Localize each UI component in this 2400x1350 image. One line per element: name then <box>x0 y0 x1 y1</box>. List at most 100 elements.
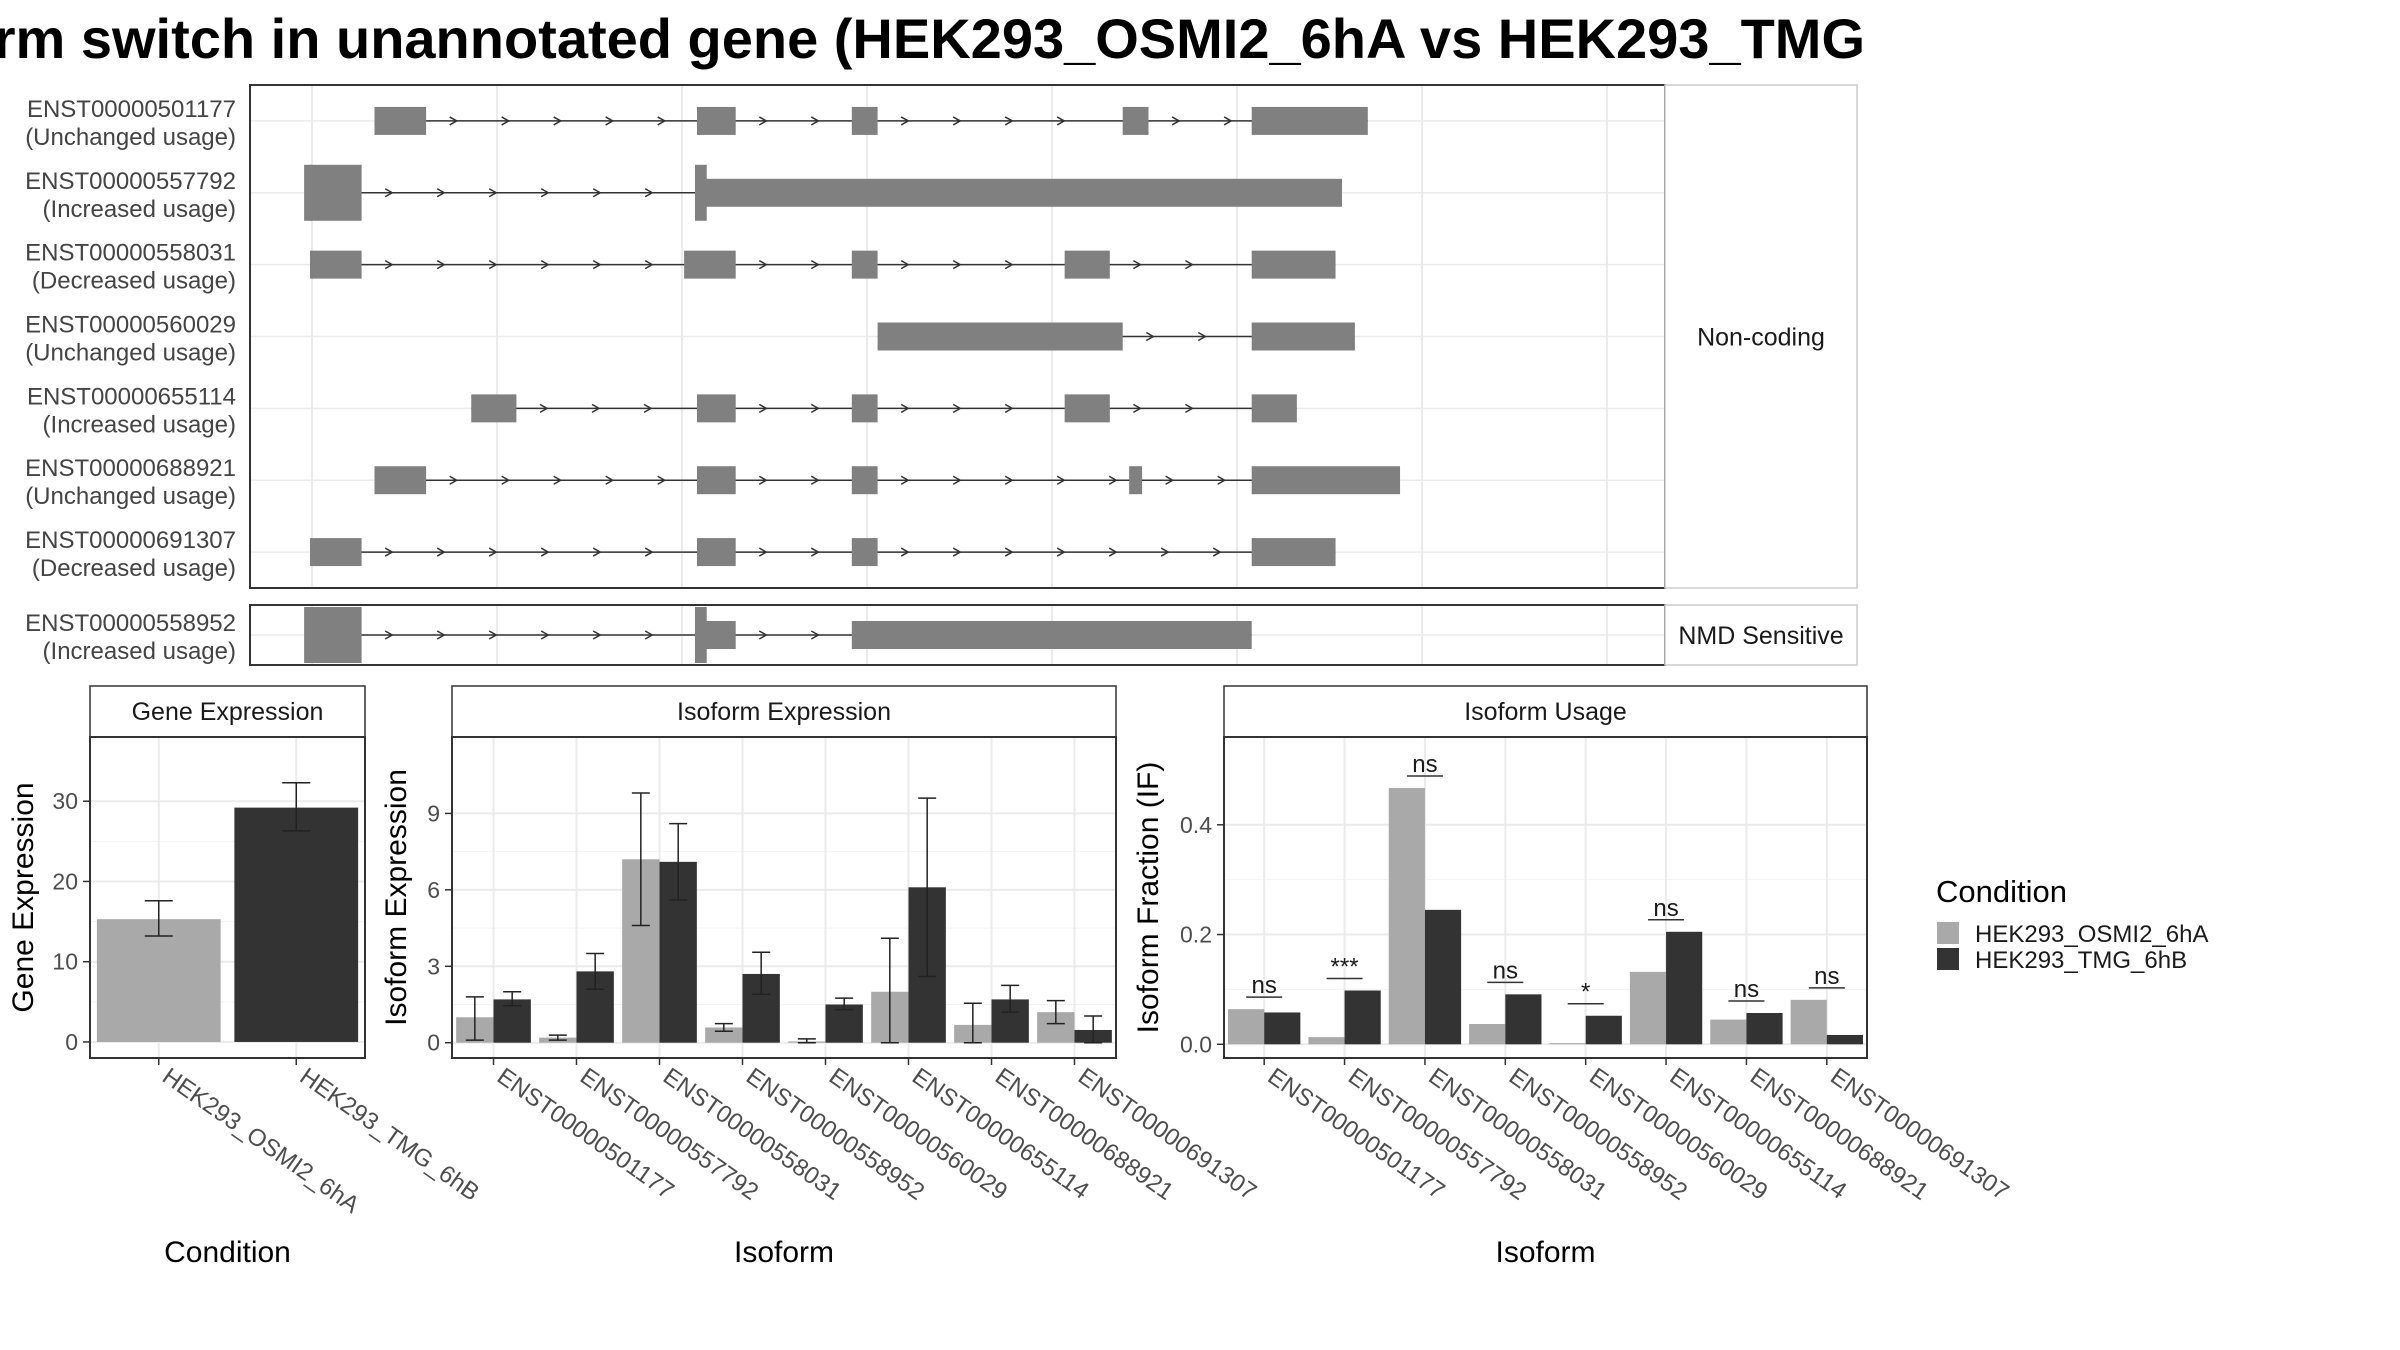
isoform_usage-bar <box>1629 971 1667 1045</box>
strand-arrow <box>592 630 602 640</box>
strand-arrow <box>501 475 511 485</box>
strand-arrow <box>758 630 768 640</box>
strand-arrow <box>592 188 602 198</box>
isoform_usage-significance-label: ns <box>1252 972 1277 999</box>
strand-arrow <box>384 259 394 270</box>
gene_expression-panel-border <box>89 736 366 1059</box>
isoform_usage-bar <box>1344 990 1381 1045</box>
isoform_expression-bar <box>493 999 531 1043</box>
strand-arrow <box>384 188 394 198</box>
strand-arrow <box>810 403 820 414</box>
strand-arrow <box>1004 475 1014 485</box>
strand-arrow <box>501 116 511 126</box>
strand-arrow <box>643 403 653 414</box>
strand-arrow <box>488 547 498 557</box>
transcript-exon <box>1129 466 1143 495</box>
transcript-exon <box>310 607 362 663</box>
strand-arrow <box>553 116 563 126</box>
isoform_usage-bar <box>1585 1015 1622 1045</box>
strand-arrow <box>605 116 615 126</box>
transcript-exon <box>851 466 878 495</box>
strand-arrow <box>810 475 820 485</box>
isoform_usage-bar <box>1388 788 1425 1045</box>
isoform_usage-bar <box>1746 1013 1783 1045</box>
transcript-exon <box>1251 394 1297 423</box>
transcript-exon <box>374 466 427 495</box>
strand-arrow <box>436 188 446 198</box>
isoform_usage-panel-border <box>1223 736 1868 1059</box>
legend-swatch <box>1937 922 1959 944</box>
strand-arrow <box>591 403 601 414</box>
strand-arrow <box>1145 331 1155 342</box>
isoform_expression-bar <box>705 1027 743 1043</box>
strand-arrow <box>644 259 654 270</box>
transcript-exon-edge <box>304 164 312 221</box>
gene_expression-x-axis-title: Condition <box>164 1236 291 1269</box>
strand-arrow <box>1004 547 1014 557</box>
isoform_usage-bar <box>1505 994 1542 1045</box>
strand-arrow <box>758 259 768 270</box>
strand-arrow <box>644 188 654 198</box>
isoform_expression-ytick-label: 6 <box>427 877 440 903</box>
strand-arrow <box>1212 547 1222 557</box>
strand-arrow <box>900 475 910 485</box>
strand-arrow <box>952 475 962 485</box>
strand-arrow <box>488 188 498 198</box>
isoform_usage-significance-label: * <box>1581 979 1590 1006</box>
strand-arrow <box>644 547 654 557</box>
isoform_usage-bar <box>1424 909 1462 1045</box>
gene_expression-bar <box>234 807 359 1042</box>
strand-arrow <box>605 475 615 485</box>
gene_expression-ytick-label: 0 <box>65 1029 78 1055</box>
transcript-exon <box>684 250 736 279</box>
strand-arrow <box>952 116 962 126</box>
transcript-id-label: ENST00000688921 <box>25 455 236 482</box>
isoform_expression-bar <box>825 1004 863 1043</box>
gene_expression-ytick-label: 10 <box>52 949 78 975</box>
strand-arrow <box>1217 475 1227 485</box>
strand-arrow <box>1133 259 1142 270</box>
transcript-id-label: ENST00000655114 <box>27 383 236 410</box>
strand-arrow <box>384 547 394 557</box>
transcript-exon <box>374 106 427 135</box>
strand-arrow <box>1185 259 1194 270</box>
isoform_expression-ytick-label: 9 <box>427 800 440 826</box>
transcript-usage-label: (Decreased usage) <box>32 555 236 582</box>
strand-arrow <box>540 630 550 640</box>
strand-arrow <box>900 547 910 557</box>
strand-arrow <box>758 475 768 485</box>
isoform_usage-bar <box>1666 931 1703 1045</box>
transcript-exon <box>310 250 362 279</box>
isoform_usage-strip <box>1223 685 1868 738</box>
transcript-usage-label: (Unchanged usage) <box>25 124 236 151</box>
transcript-id-label: ENST00000691307 <box>25 527 236 554</box>
transcript-exon <box>851 621 1252 649</box>
transcript-exon <box>1064 394 1110 423</box>
isoform_usage-x-axis-title: Isoform <box>1495 1236 1595 1269</box>
isoform_expression-strip <box>451 685 1117 738</box>
strand-arrow <box>810 630 820 640</box>
structure-strip-label: Non-coding <box>1697 324 1825 352</box>
strand-arrow <box>644 630 654 640</box>
strand-arrow <box>1197 331 1207 342</box>
strand-arrow <box>1171 116 1181 126</box>
legend-title: Condition <box>1936 874 2067 909</box>
isoform_expression-y-axis-title: Isoform Expression <box>380 769 413 1026</box>
transcript-id-label: ENST00000558952 <box>25 610 236 637</box>
isoform_usage-bar <box>1710 1019 1747 1045</box>
legend-label: HEK293_TMG_6hB <box>1975 947 2187 974</box>
strand-arrow <box>810 547 820 557</box>
gene_expression-strip <box>89 685 366 738</box>
strand-arrow <box>758 116 768 126</box>
transcript-id-label: ENST00000560029 <box>25 312 236 339</box>
isoform_usage-bar <box>1826 1034 1863 1045</box>
strand-arrow <box>1223 116 1233 126</box>
transcript-exon <box>697 621 736 649</box>
transcript-exon <box>1251 250 1336 279</box>
transcript-exon <box>851 106 878 135</box>
strand-arrow <box>540 547 550 557</box>
isoform_usage-strip-title: Isoform Usage <box>1464 698 1627 726</box>
strand-arrow <box>1004 116 1014 126</box>
legend-swatch <box>1937 948 1959 970</box>
